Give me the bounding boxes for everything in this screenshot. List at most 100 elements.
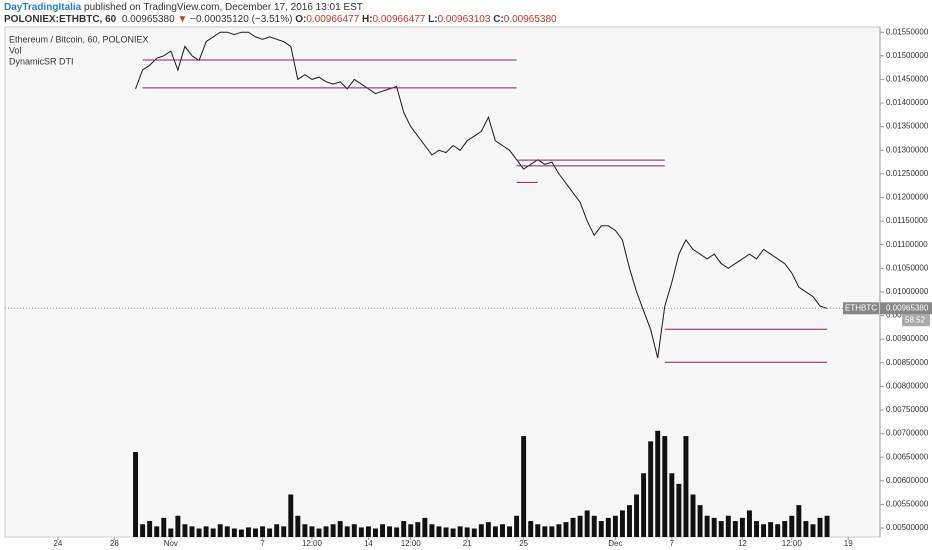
header-line: DayTradingItalia published on TradingVie… [4, 2, 557, 14]
volume-bar [429, 524, 435, 537]
volume-bar [641, 473, 647, 537]
x-tick-label: 21 [463, 539, 472, 548]
volume-bar [796, 505, 802, 537]
volume-bar [514, 515, 520, 537]
volume-bar [507, 526, 513, 537]
x-tick-label: 19 [844, 539, 853, 548]
close: 0.00965380 [503, 14, 557, 25]
legend-vol: Vol [9, 45, 22, 55]
countdown: 58.52 [905, 315, 926, 324]
volume-bar [577, 515, 583, 537]
symbol-tag: ETHBTC [845, 303, 877, 312]
y-tick-label: 0.01450000 [886, 75, 929, 84]
volume-bar [344, 526, 350, 537]
volume-bar [754, 521, 759, 537]
volume-bar [189, 526, 195, 537]
price-tag-bg [880, 302, 932, 315]
y-tick-label: 0.01050000 [886, 263, 929, 272]
countdown-bg [902, 314, 930, 327]
close-label: C: [493, 14, 504, 25]
volume-bar [323, 526, 329, 537]
volume-bar [281, 526, 287, 537]
volume-bar [464, 527, 470, 537]
volume-bar [253, 528, 258, 537]
volume-bar [627, 505, 632, 537]
volume-bar [330, 524, 336, 537]
volume-bar [217, 524, 223, 537]
volume-bar [655, 430, 661, 537]
x-tick-label: 14 [364, 539, 373, 548]
volume-bar [309, 526, 315, 537]
volume-bar [133, 452, 139, 537]
volume-bar [704, 515, 710, 537]
x-tick-label: 25 [519, 539, 528, 548]
volume-bar [267, 528, 273, 537]
volume-bar [732, 521, 738, 537]
x-tick-label: 7 [670, 539, 675, 548]
volume-bar [337, 521, 343, 537]
volume-bar [161, 517, 167, 537]
volume-bar [140, 524, 146, 537]
y-tick-label: 0.00700000 [886, 429, 929, 438]
volume-bar [725, 515, 731, 537]
volume-bar [415, 522, 421, 537]
open: 0.00966477 [306, 14, 360, 25]
y-tick-label: 0.00900000 [886, 334, 929, 343]
volume-bar [295, 515, 301, 537]
volume-bar [761, 524, 767, 537]
volume-bar [196, 528, 202, 537]
volume-bar [401, 521, 407, 537]
price-line [135, 31, 828, 359]
volume-bar [471, 528, 477, 537]
low-label: L: [428, 14, 438, 25]
volume-bar [351, 524, 357, 537]
volume-bar [394, 527, 400, 537]
volume-bar [457, 526, 463, 537]
volume-bar [584, 510, 590, 537]
volume-bar [803, 521, 809, 537]
author[interactable]: DayTradingItalia [4, 2, 82, 13]
volume-bar [697, 505, 703, 537]
volume-bar [782, 521, 788, 537]
legend-price: Ethereum / Bitcoin, 60, POLONIEX [9, 34, 149, 44]
volume-bar [231, 528, 237, 537]
high-label: H: [361, 14, 373, 25]
ohlc-line: POLONIEX:ETHBTC, 60 0.00965380 ▼ −0.0003… [4, 14, 557, 26]
volume-bar [619, 510, 625, 537]
change: −0.00035120 (−3.51%) [190, 14, 293, 25]
y-tick-label: 0.00600000 [886, 476, 929, 485]
symbol: POLONIEX:ETHBTC, 60 [4, 14, 117, 25]
volume-bar [718, 521, 724, 537]
volume-bar [316, 528, 322, 537]
y-tick-label: 0.00800000 [886, 381, 929, 390]
volume-bar [634, 494, 640, 537]
volume-bar [358, 527, 364, 537]
legend-sr: DynamicSR DTI [9, 56, 74, 66]
volume-bar [810, 524, 816, 537]
volume-bar [175, 515, 181, 537]
volume-bar [549, 526, 555, 537]
volume-bar [669, 473, 675, 537]
volume-bar [436, 526, 442, 537]
volume-bar [648, 441, 654, 537]
volume-bar [528, 521, 534, 537]
volume-bar [224, 526, 230, 537]
y-tick-label: 0.00500000 [886, 523, 929, 532]
volume-bar [817, 517, 823, 537]
plot-area [4, 26, 881, 538]
y-tick-label: 0.00550000 [886, 500, 929, 509]
volume-bar [443, 527, 449, 537]
y-tick-label: 0.00850000 [886, 358, 929, 367]
x-tick-label: 7 [260, 539, 265, 548]
y-tick-label: 0.00750000 [886, 405, 929, 414]
y-tick-label: 0.01150000 [886, 216, 928, 225]
volume-bar [302, 524, 308, 537]
volume-bar [612, 515, 618, 537]
y-tick-label: 0.01300000 [886, 145, 929, 154]
volume-bar [563, 522, 569, 537]
x-tick-label: 12:00 [302, 539, 323, 548]
volume-bar [535, 524, 541, 537]
published: published on TradingView.com, December 1… [84, 2, 363, 13]
